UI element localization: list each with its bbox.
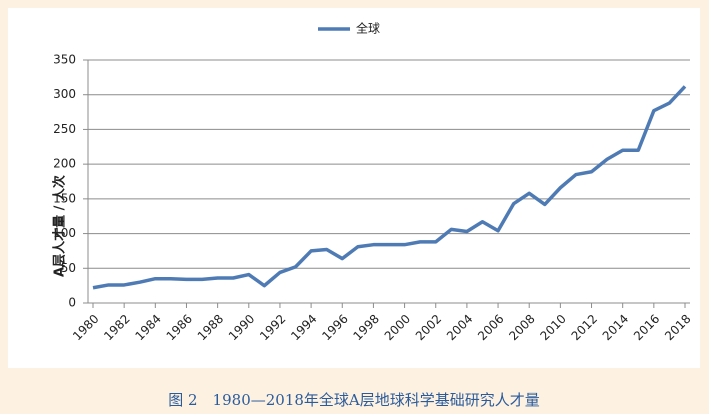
y-tick-label: 200 — [53, 157, 76, 171]
y-tick-label: 0 — [68, 296, 76, 310]
chart-background — [8, 8, 700, 368]
y-tick-label: 150 — [53, 191, 76, 205]
data-line — [92, 85, 687, 290]
legend-label: 全球 — [356, 21, 380, 36]
y-tick-label: 300 — [53, 87, 76, 101]
y-tick-label: 250 — [53, 122, 76, 136]
y-tick-label: 100 — [53, 226, 76, 240]
y-tick-label: 50 — [61, 261, 76, 275]
caption: 图 2 1980—2018年全球A层地球科学基础研究人才量 — [168, 391, 540, 409]
y-axis-label: A层人才量 / 人次 — [52, 175, 68, 277]
y-tick-label: 350 — [53, 53, 76, 67]
